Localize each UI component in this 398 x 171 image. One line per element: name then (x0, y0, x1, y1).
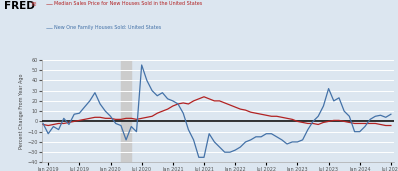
Text: —: — (46, 25, 53, 31)
Bar (121, 60, 131, 162)
Text: New One Family Houses Sold: United States: New One Family Houses Sold: United State… (54, 25, 161, 30)
Text: ≋: ≋ (30, 1, 36, 7)
Text: Median Sales Price for New Houses Sold in the United States: Median Sales Price for New Houses Sold i… (54, 1, 202, 6)
Y-axis label: Percent Change From Year Ago: Percent Change From Year Ago (20, 73, 24, 149)
Text: —: — (46, 1, 53, 7)
Text: FRED: FRED (4, 1, 35, 11)
